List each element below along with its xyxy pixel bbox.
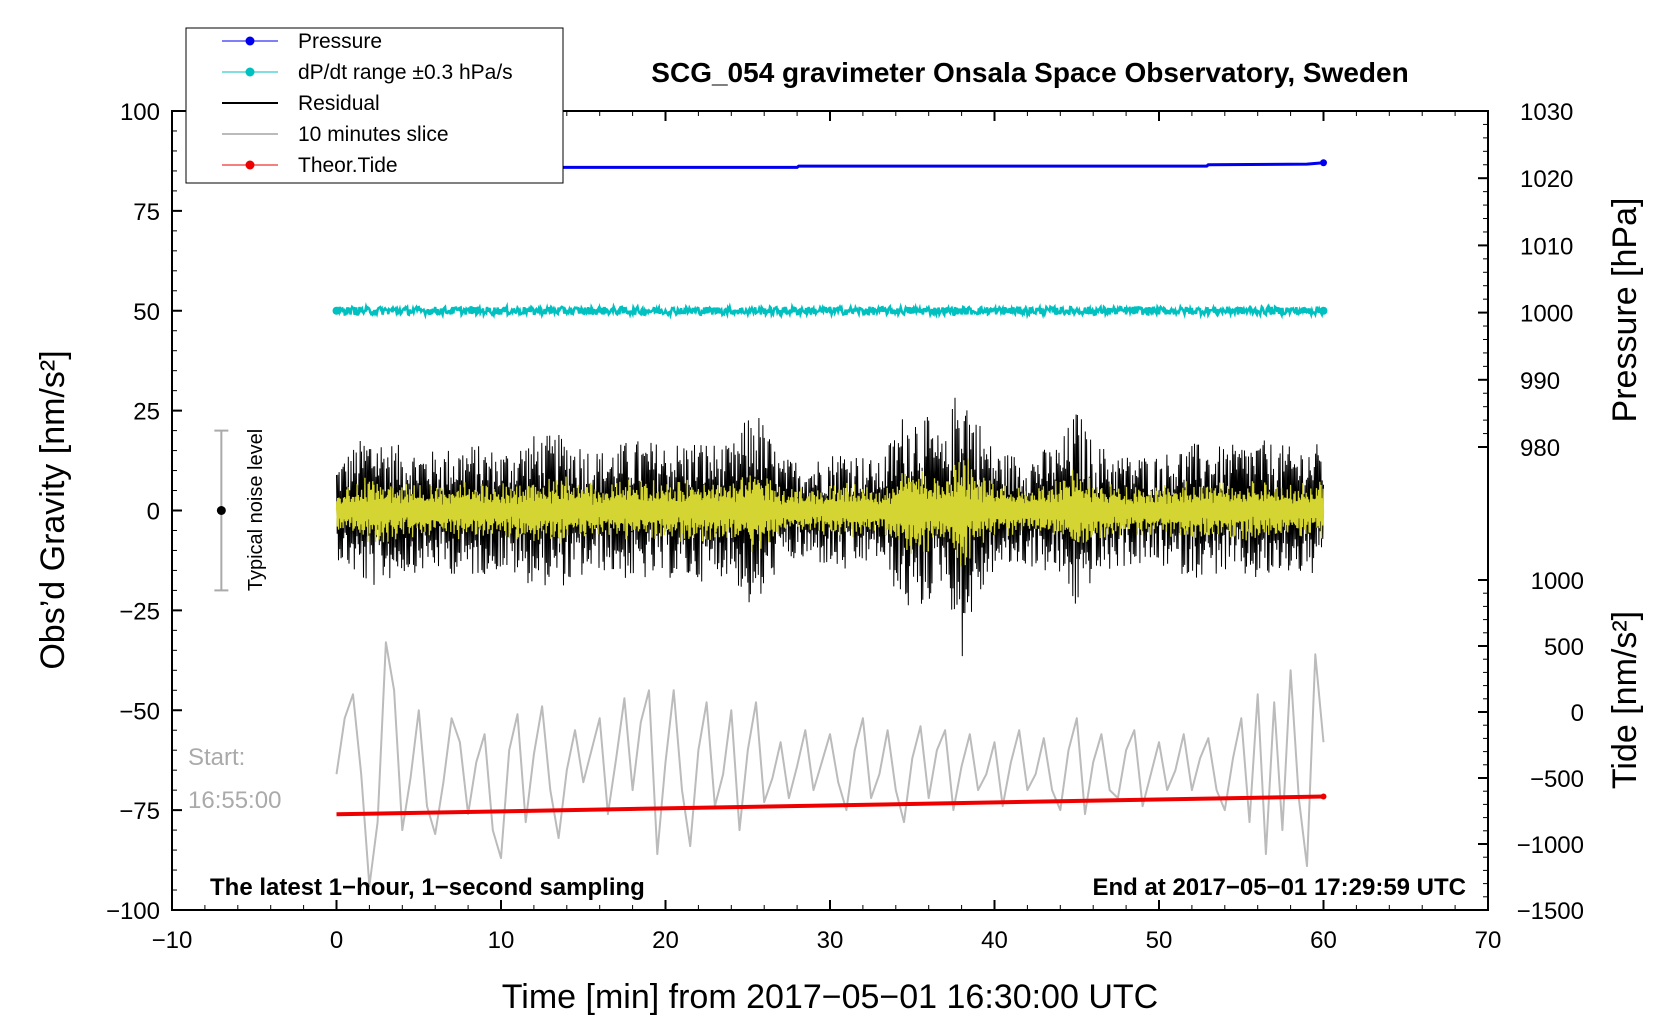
y-tick-label: 25 — [133, 399, 160, 426]
legend: Pressure dP/dt range ±0.3 hPa/s Residual 10… — [185, 27, 564, 184]
noise-label: Typical noise level — [245, 429, 267, 591]
dpdt-series — [332, 301, 1328, 320]
dpdt-start-point — [332, 306, 341, 315]
y-axis-pressure: 1030 1020 1010 1000 990 980 — [1478, 99, 1573, 462]
legend-box — [185, 27, 564, 184]
slice-start-time: 16:55:00 — [188, 787, 281, 814]
legend-label: Pressure — [298, 30, 382, 53]
tide-tick-label: −500 — [1530, 766, 1584, 793]
x-tick-label: 50 — [1146, 927, 1173, 954]
y-axis-gravity: 100 75 50 25 0 −25 −50 −75 −100 — [106, 99, 182, 925]
dpdt-line — [335, 301, 1325, 320]
end-time-note: End at 2017−05−01 17:29:59 UTC — [1092, 874, 1466, 901]
pressure-tick-label: 1000 — [1520, 301, 1573, 328]
pressure-line — [336, 161, 1324, 169]
pressure-end-point — [1320, 159, 1327, 167]
y-tick-label: −25 — [119, 598, 160, 625]
dpdt-end-point — [1319, 306, 1328, 315]
legend-swatch-dot — [245, 160, 255, 170]
x-tick-label: 60 — [1310, 927, 1337, 954]
y-tick-label: −50 — [119, 698, 160, 725]
y-tick-label: −100 — [106, 898, 160, 925]
residual-series — [336, 397, 1324, 657]
x-tick-label: −10 — [152, 927, 193, 954]
tide-tick-label: 0 — [1571, 700, 1584, 727]
tide-tick-label: 500 — [1544, 634, 1584, 661]
legend-label: dP/dt range ±0.3 hPa/s — [298, 61, 513, 84]
y-axis-tide: 1000 500 0 −500 −1000 −1500 — [1478, 568, 1584, 925]
y-tick-label: −75 — [119, 798, 160, 825]
legend-swatch-dot — [245, 36, 255, 46]
tide-end-point — [1320, 793, 1327, 800]
chart-title: SCG_054 gravimeter Onsala Space Observat… — [651, 57, 1408, 88]
x-tick-label: 10 — [488, 927, 515, 954]
pressure-tick-label: 1010 — [1520, 233, 1573, 260]
residual-line — [336, 397, 1324, 657]
y-axis-title-pressure: Pressure [hPa] — [1606, 198, 1644, 423]
y-tick-label: 50 — [133, 299, 160, 326]
tide-tick-label: −1000 — [1517, 832, 1584, 859]
y-tick-label: 100 — [120, 99, 160, 126]
pressure-series — [336, 159, 1327, 169]
y-axis-title-tide: Tide [nm/s²] — [1606, 611, 1644, 789]
x-axis: −10 0 10 20 30 40 50 60 70 — [152, 111, 1502, 954]
y-tick-label: 0 — [147, 499, 160, 526]
ten-minute-slice-series — [335, 641, 1325, 887]
legend-label: Theor.Tide — [298, 154, 398, 177]
pressure-tick-label: 1020 — [1520, 166, 1573, 193]
tide-tick-label: 1000 — [1531, 568, 1584, 595]
legend-swatch-dot — [245, 67, 255, 77]
x-tick-label: 20 — [652, 927, 679, 954]
tide-tick-label: −1500 — [1517, 898, 1584, 925]
pressure-tick-label: 1030 — [1520, 99, 1573, 126]
x-tick-label: 30 — [817, 927, 844, 954]
x-tick-label: 0 — [330, 927, 343, 954]
y-axis-title-gravity: Obs’d Gravity [nm/s²] — [34, 350, 72, 669]
x-tick-label: 70 — [1475, 927, 1502, 954]
noise-center-point — [216, 506, 226, 515]
pressure-tick-label: 980 — [1520, 435, 1560, 462]
legend-label: Residual — [298, 92, 380, 115]
x-axis-title: Time [min] from 2017−05−01 16:30:00 UTC — [502, 978, 1158, 1016]
slice-overlay-series — [335, 458, 1325, 567]
tide-line — [336, 794, 1324, 817]
pressure-tick-label: 990 — [1520, 368, 1560, 395]
slice-overlay-line — [335, 458, 1325, 567]
typical-noise-marker — [214, 429, 229, 592]
y-tick-label: 75 — [133, 199, 160, 226]
theor-tide-series — [336, 793, 1327, 817]
slice-start-label: Start: — [188, 744, 245, 771]
x-tick-label: 40 — [981, 927, 1008, 954]
slice-line — [335, 641, 1325, 887]
legend-label: 10 minutes slice — [298, 123, 449, 146]
sampling-note: The latest 1−hour, 1−second sampling — [210, 874, 645, 901]
